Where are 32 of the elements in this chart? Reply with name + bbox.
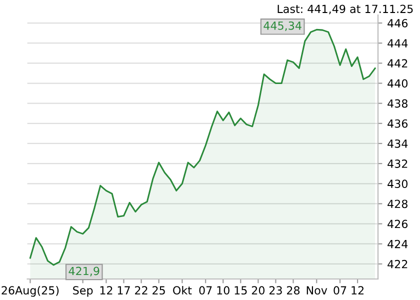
x-tick-label: Sep <box>73 286 93 297</box>
y-tick-label: 444 <box>388 39 408 48</box>
y-tick-label: 442 <box>388 59 408 68</box>
y-tick-label: 432 <box>388 160 408 168</box>
y-tick-label: 430 <box>388 180 408 188</box>
y-tick-label: 428 <box>388 200 408 208</box>
x-tick-label: 28 <box>286 286 300 295</box>
y-tick-label: 436 <box>388 119 408 128</box>
y-tick-label: 434 <box>388 139 408 148</box>
y-tick-label: 424 <box>388 240 408 248</box>
x-tick-label: 12 <box>352 286 364 294</box>
x-tick-label: 17 <box>118 286 130 294</box>
annotation: 445,34 <box>264 21 302 31</box>
x-tick-label: 26Aug(25) <box>2 286 59 297</box>
x-tick-label: 20 <box>252 286 265 295</box>
y-tick-label: 422 <box>388 260 408 268</box>
x-tick-label: Okt <box>173 286 192 295</box>
x-tick-label: 25 <box>152 286 165 295</box>
text: Last: 441,49 at 17.11.25 <box>278 4 413 14</box>
x-tick-label: 12 <box>100 286 112 294</box>
y-tick-label: 426 <box>388 220 408 228</box>
y-tick-label: 446 <box>388 19 408 28</box>
annotation: 421,9 <box>68 266 100 276</box>
y-tick-label: 440 <box>388 79 408 88</box>
x-tick-label: 10 <box>217 286 230 295</box>
x-tick-label: 07 <box>199 286 212 295</box>
x-tick-label: Nov <box>306 286 328 295</box>
x-tick-label: 22 <box>135 286 148 294</box>
x-tick-label: 15 <box>234 286 247 295</box>
x-tick-label: 07 <box>334 286 346 295</box>
x-tick-label: 23 <box>269 286 282 295</box>
y-tick-label: 438 <box>388 99 408 108</box>
